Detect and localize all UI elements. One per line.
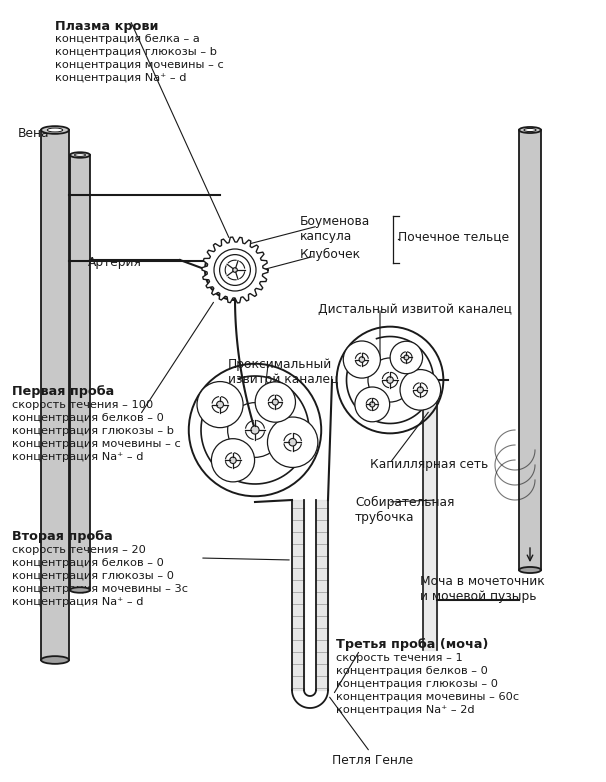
Bar (70, 155, 90, 590)
Circle shape (214, 249, 256, 291)
Circle shape (343, 341, 381, 378)
Text: концентрация глюкозы – b: концентрация глюкозы – b (55, 47, 217, 57)
Circle shape (370, 402, 375, 407)
Ellipse shape (519, 127, 541, 133)
Text: скорость течения – 20: скорость течения – 20 (12, 545, 146, 555)
Circle shape (228, 403, 282, 457)
Text: концентрация белка – a: концентрация белка – a (55, 34, 200, 44)
Text: Вена: Вена (18, 127, 50, 140)
Text: скорость течения – 100: скорость течения – 100 (12, 400, 153, 410)
Circle shape (255, 382, 296, 422)
Text: Собирательная
трубочка: Собирательная трубочка (355, 496, 454, 524)
Ellipse shape (75, 153, 85, 156)
Text: концентрация мочевины – c: концентрация мочевины – c (55, 60, 224, 70)
Text: Первая проба: Первая проба (12, 385, 115, 398)
Text: Капиллярная сеть: Капиллярная сеть (370, 458, 488, 471)
Text: Плазма крови: Плазма крови (55, 20, 159, 33)
Circle shape (289, 439, 296, 446)
Circle shape (368, 358, 412, 402)
Ellipse shape (41, 126, 69, 134)
Polygon shape (202, 237, 268, 303)
Ellipse shape (70, 587, 90, 593)
Circle shape (267, 417, 318, 468)
Circle shape (387, 377, 393, 383)
Ellipse shape (70, 152, 90, 158)
Text: концентрация глюкозы – 0: концентрация глюкозы – 0 (12, 571, 174, 581)
Ellipse shape (524, 128, 536, 131)
Text: Проксимальный
извитой каналец: Проксимальный извитой каналец (228, 358, 338, 386)
Circle shape (197, 382, 243, 428)
Text: концентрация мочевины – 60c: концентрация мочевины – 60c (336, 692, 519, 702)
Text: Петля Генле: Петля Генле (332, 754, 413, 767)
Circle shape (390, 341, 422, 374)
Bar (41, 130, 69, 660)
Circle shape (404, 355, 409, 360)
Text: скорость течения – 1: скорость течения – 1 (336, 653, 463, 663)
Circle shape (211, 439, 255, 482)
Circle shape (233, 267, 238, 272)
Text: концентрация Na⁺ – d: концентрация Na⁺ – d (12, 452, 144, 462)
Circle shape (272, 399, 278, 405)
Ellipse shape (41, 656, 69, 664)
Text: Клубочек: Клубочек (300, 248, 361, 261)
Circle shape (355, 387, 390, 421)
Text: Боуменова
капсула: Боуменова капсула (300, 215, 370, 243)
Circle shape (400, 370, 441, 410)
Bar (519, 130, 541, 570)
Text: концентрация Na⁺ – d: концентрация Na⁺ – d (55, 73, 187, 83)
Text: Дистальный извитой каналец: Дистальный извитой каналец (318, 303, 512, 316)
Circle shape (418, 387, 424, 393)
Text: концентрация Na⁺ – d: концентрация Na⁺ – d (12, 597, 144, 607)
Text: Моча в мочеточник
и мочевой пузырь: Моча в мочеточник и мочевой пузырь (420, 575, 545, 603)
Circle shape (230, 457, 236, 464)
Text: концентрация глюкозы – 0: концентрация глюкозы – 0 (336, 679, 498, 689)
Text: концентрация мочевины – c: концентрация мочевины – c (12, 439, 181, 449)
Text: концентрация белков – 0: концентрация белков – 0 (12, 413, 164, 423)
Text: концентрация Na⁺ – 2d: концентрация Na⁺ – 2d (336, 705, 474, 715)
Ellipse shape (47, 128, 62, 132)
Ellipse shape (519, 567, 541, 573)
Text: концентрация белков – 0: концентрация белков – 0 (336, 666, 488, 676)
Text: Третья проба (моча): Третья проба (моча) (336, 638, 488, 651)
Text: Артерия: Артерия (88, 256, 142, 269)
Circle shape (219, 255, 250, 285)
Circle shape (251, 426, 259, 434)
Text: концентрация мочевины – 3c: концентрация мочевины – 3c (12, 584, 188, 594)
Circle shape (359, 357, 365, 362)
Text: Вторая проба: Вторая проба (12, 530, 113, 543)
Text: концентрация белков – 0: концентрация белков – 0 (12, 558, 164, 568)
Text: концентрация глюкозы – b: концентрация глюкозы – b (12, 426, 174, 436)
Text: Почечное тельце: Почечное тельце (398, 230, 509, 243)
Circle shape (216, 401, 224, 408)
